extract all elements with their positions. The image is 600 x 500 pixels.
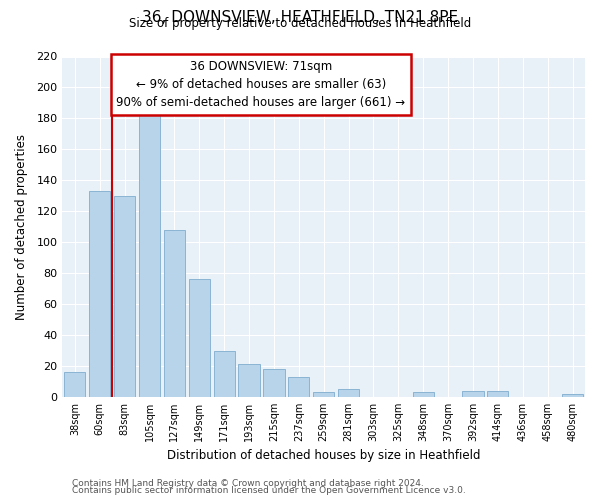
Bar <box>288 377 310 397</box>
Bar <box>487 390 508 397</box>
Bar <box>114 196 135 397</box>
Bar <box>214 350 235 397</box>
Bar <box>189 280 210 397</box>
Text: 36 DOWNSVIEW: 71sqm
← 9% of detached houses are smaller (63)
90% of semi-detache: 36 DOWNSVIEW: 71sqm ← 9% of detached hou… <box>116 60 406 109</box>
Bar <box>313 392 334 397</box>
Text: Contains HM Land Registry data © Crown copyright and database right 2024.: Contains HM Land Registry data © Crown c… <box>72 478 424 488</box>
Text: Size of property relative to detached houses in Heathfield: Size of property relative to detached ho… <box>129 18 471 30</box>
Bar <box>238 364 260 397</box>
Bar <box>164 230 185 397</box>
Text: 36, DOWNSVIEW, HEATHFIELD, TN21 8PE: 36, DOWNSVIEW, HEATHFIELD, TN21 8PE <box>142 10 458 25</box>
Bar <box>413 392 434 397</box>
Bar <box>338 389 359 397</box>
Bar <box>64 372 85 397</box>
Bar <box>263 369 284 397</box>
Y-axis label: Number of detached properties: Number of detached properties <box>15 134 28 320</box>
Bar <box>89 191 110 397</box>
Bar <box>139 114 160 397</box>
Text: Contains public sector information licensed under the Open Government Licence v3: Contains public sector information licen… <box>72 486 466 495</box>
Bar <box>463 390 484 397</box>
Bar <box>562 394 583 397</box>
X-axis label: Distribution of detached houses by size in Heathfield: Distribution of detached houses by size … <box>167 450 481 462</box>
